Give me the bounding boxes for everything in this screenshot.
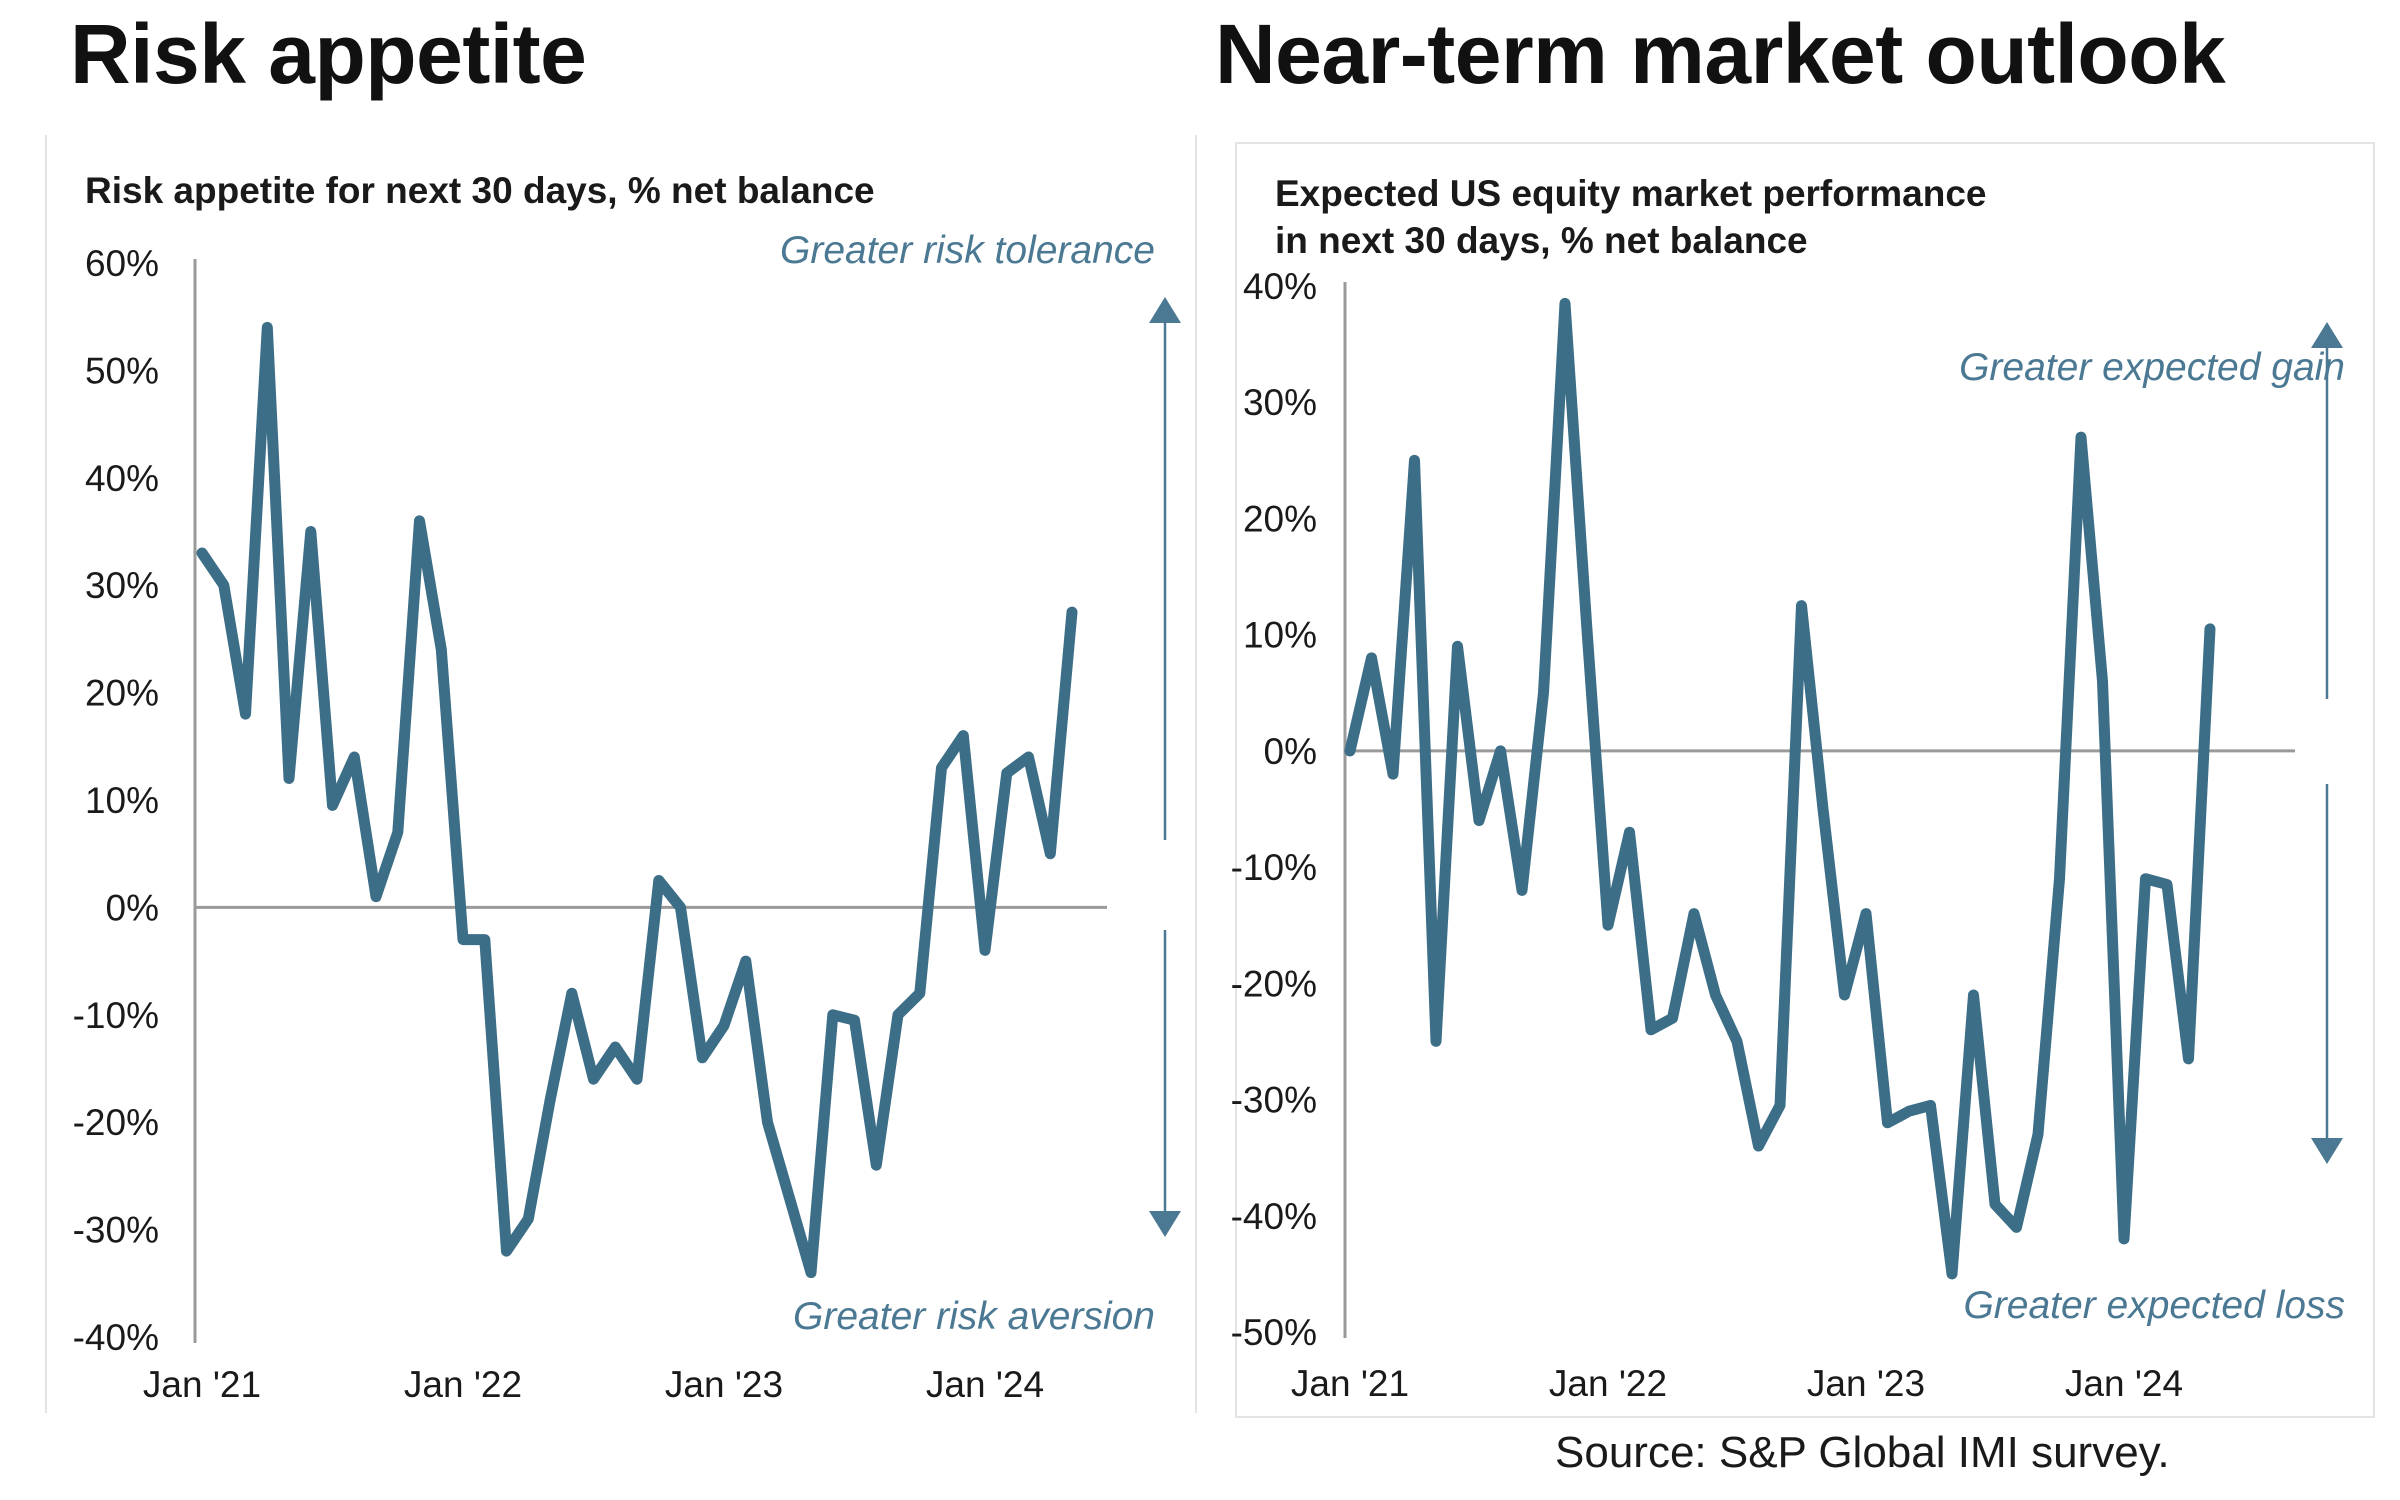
y-tick-label: -20% (73, 1102, 159, 1143)
y-tick-label: 40% (85, 458, 159, 499)
y-tick-label: -30% (1231, 1080, 1317, 1121)
y-tick-label: -40% (1231, 1196, 1317, 1237)
y-tick-label: 30% (85, 565, 159, 606)
down-arrow-head (1149, 1211, 1181, 1237)
x-tick-label: Jan '22 (1549, 1363, 1667, 1404)
y-tick-label: 10% (1243, 615, 1317, 656)
x-tick-label: Jan '23 (665, 1364, 783, 1405)
left-heading: Risk appetite (70, 7, 587, 101)
y-tick-label: -30% (73, 1210, 159, 1251)
y-tick-label: -50% (1231, 1312, 1317, 1353)
y-tick-label: 30% (1243, 382, 1317, 423)
y-tick-label: 60% (85, 243, 159, 284)
y-tick-label: 20% (1243, 498, 1317, 539)
y-tick-label: -10% (73, 995, 159, 1036)
y-tick-label: 40% (1243, 266, 1317, 307)
chart-title: Risk appetite for next 30 days, % net ba… (85, 170, 875, 211)
down-arrow-head (2311, 1138, 2343, 1164)
up-arrow-head (1149, 297, 1181, 323)
x-tick-label: Jan '23 (1807, 1363, 1925, 1404)
annotation-top: Greater risk tolerance (780, 229, 1155, 272)
right-heading: Near-term market outlook (1215, 7, 2226, 101)
chart-title: Expected US equity market performance in … (1275, 173, 1986, 261)
series-line (1344, 297, 2216, 1280)
x-tick-label: Jan '21 (143, 1364, 261, 1405)
annotation-top: Greater expected gain (1959, 346, 2345, 389)
market-outlook-panel: Expected US equity market performance in … (1231, 142, 2375, 1418)
annotation-bottom: Greater risk aversion (793, 1295, 1155, 1338)
y-tick-label: -40% (73, 1317, 159, 1358)
annotation-bottom: Greater expected loss (1963, 1284, 2345, 1327)
risk-appetite-chart: Risk appetite for next 30 days, % net ba… (73, 170, 1181, 1405)
x-tick-label: Jan '24 (2065, 1363, 2183, 1404)
x-tick-label: Jan '22 (404, 1364, 522, 1405)
y-tick-label: 0% (1264, 731, 1317, 772)
y-tick-label: 20% (85, 673, 159, 714)
y-tick-label: -20% (1231, 963, 1317, 1004)
y-tick-label: -10% (1231, 847, 1317, 888)
x-tick-label: Jan '24 (926, 1364, 1044, 1405)
x-tick-label: Jan '21 (1291, 1363, 1409, 1404)
up-arrow-head (2311, 322, 2343, 348)
risk-appetite-panel: Risk appetite for next 30 days, % net ba… (45, 135, 1197, 1413)
y-tick-label: 10% (85, 780, 159, 821)
y-tick-label: 50% (85, 350, 159, 391)
market-outlook-chart: Expected US equity market performance in … (1231, 173, 2345, 1404)
series-line (196, 321, 1078, 1279)
source-note: Source: S&P Global IMI survey. (1555, 1428, 2170, 1477)
y-tick-label: 0% (106, 887, 159, 928)
